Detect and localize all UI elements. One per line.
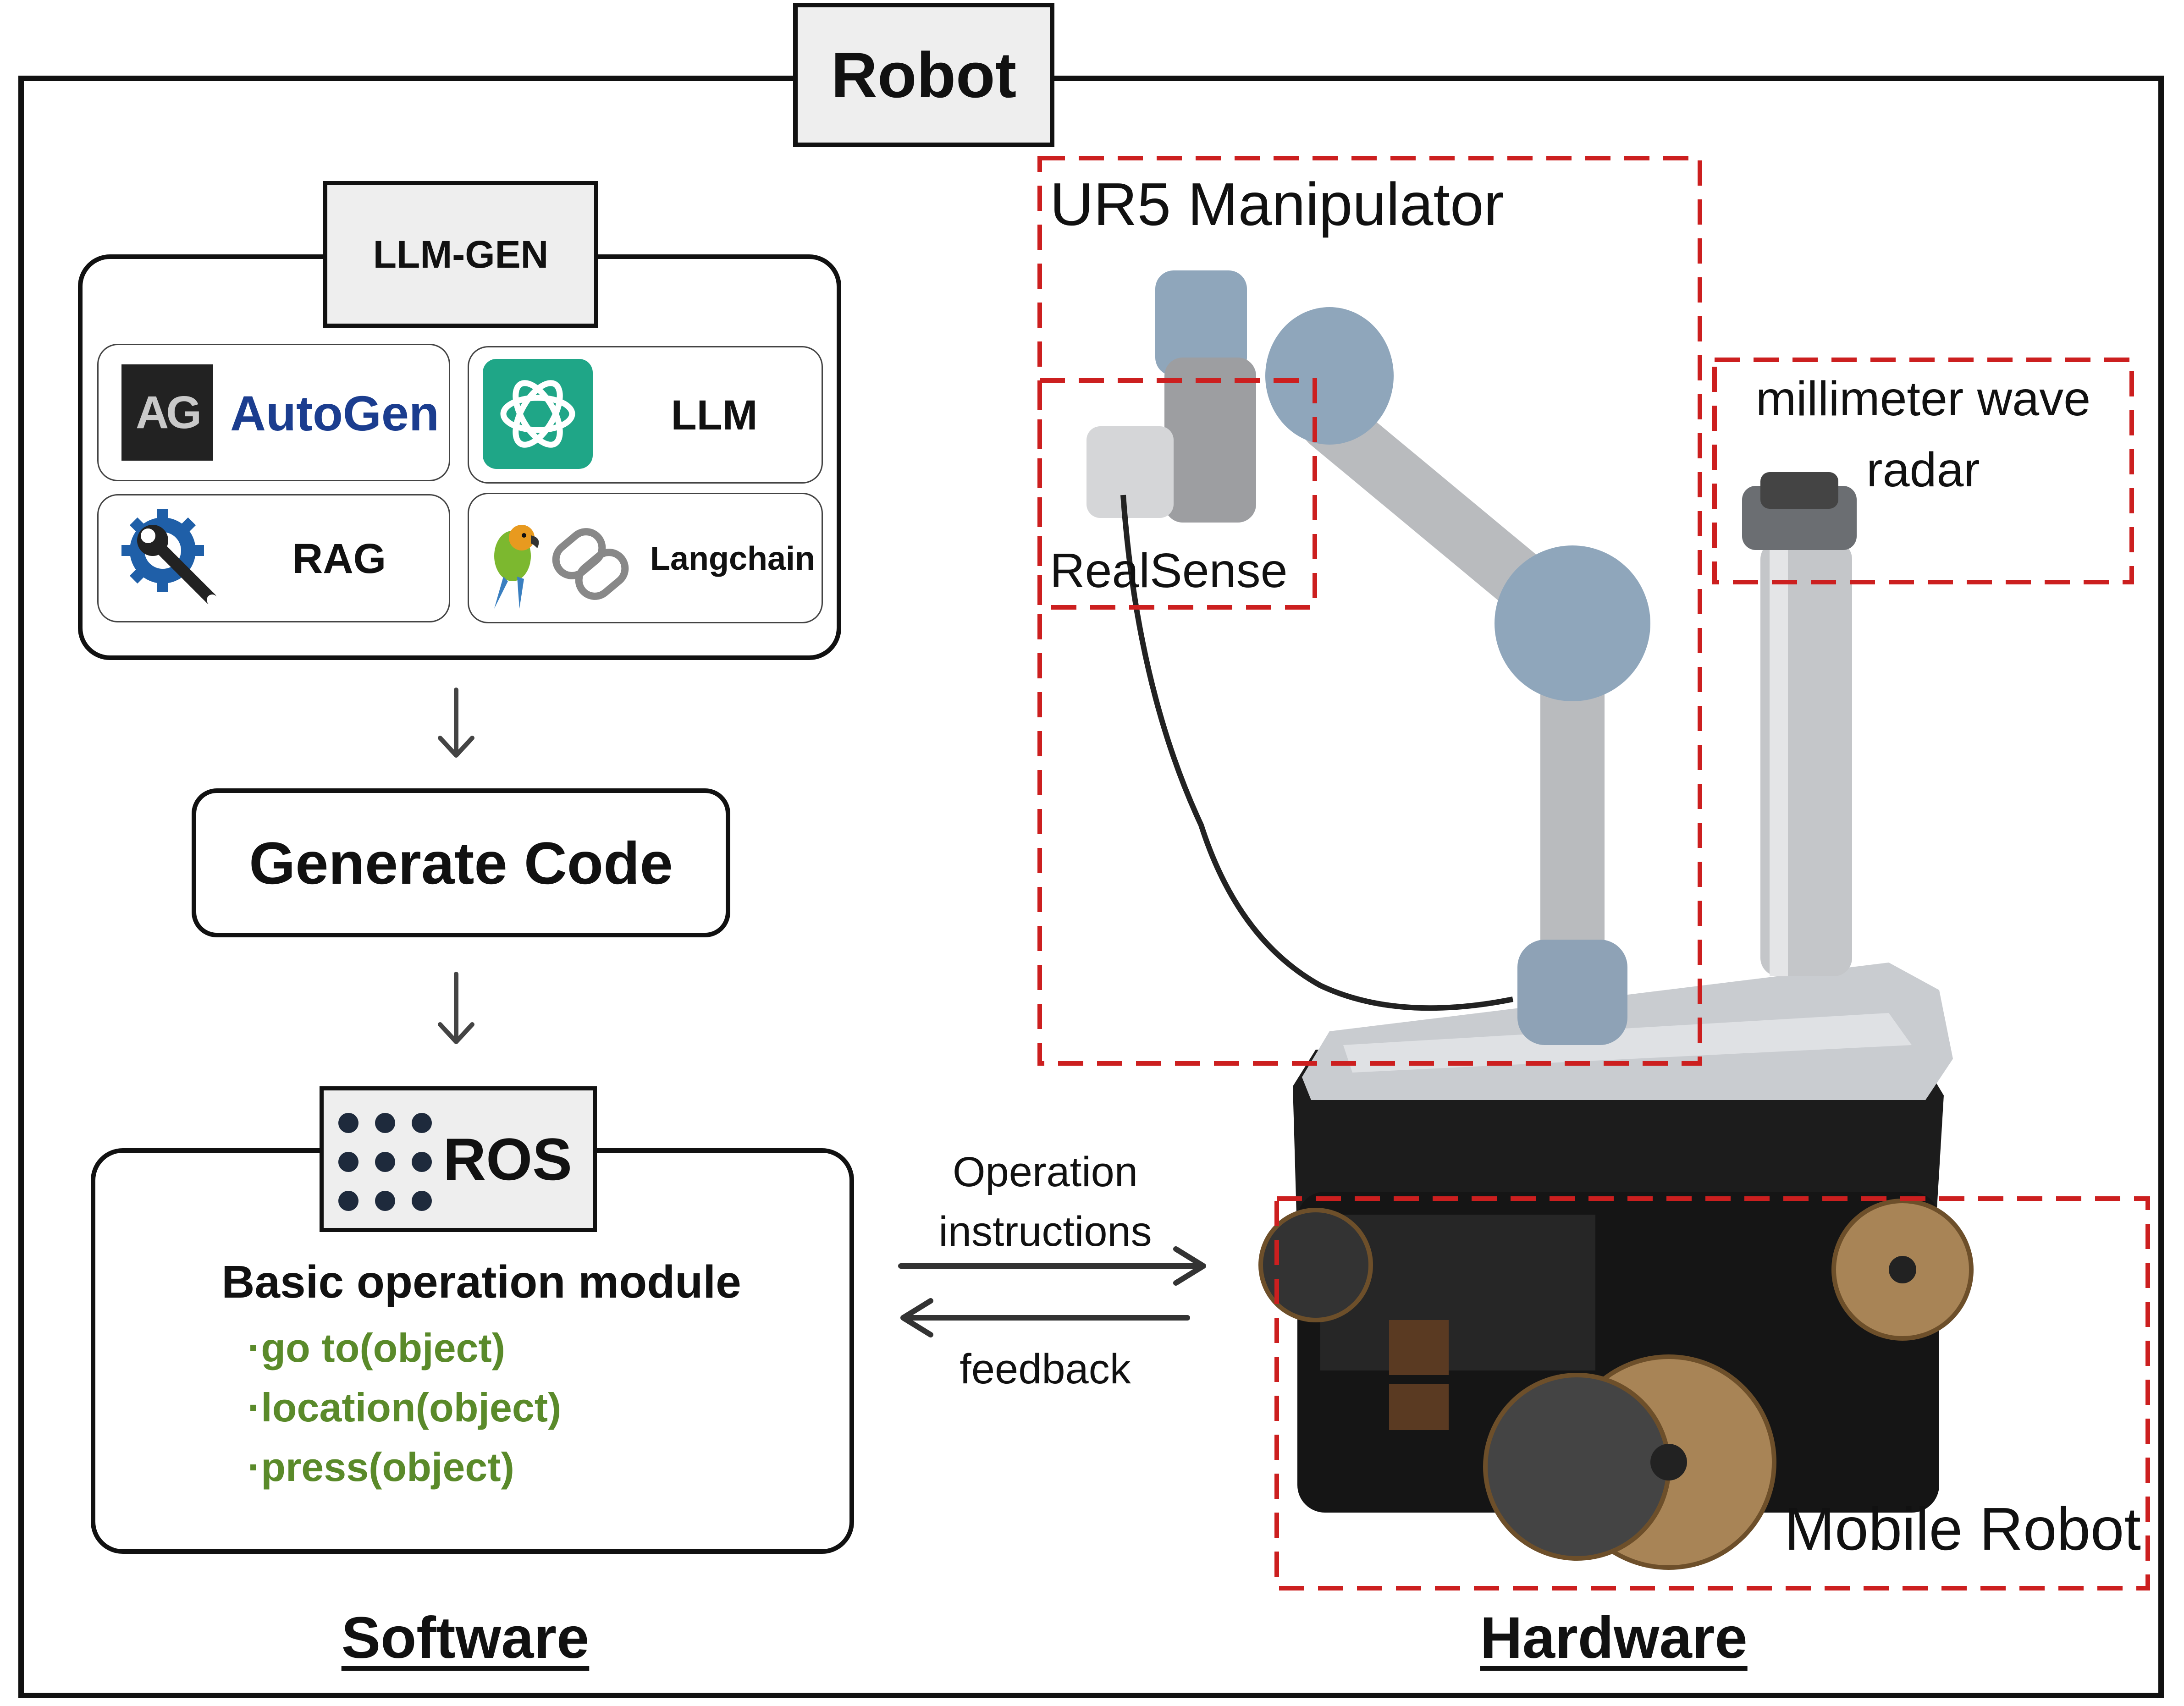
parrot-chain-svg — [494, 525, 629, 609]
llm-gen-tab: LLM-GEN — [323, 181, 598, 328]
operation-instructions-line1: Operation — [952, 1149, 1138, 1195]
ros-dots-svg — [338, 1113, 432, 1211]
radar-label-line2: radar — [1866, 443, 1980, 497]
realsense-label: RealSense — [1050, 544, 1288, 598]
ros-dots-icon — [330, 1109, 445, 1222]
hardware-section-label: Hardware — [1480, 1605, 1748, 1671]
rag-cell: RAG — [97, 494, 450, 622]
function-location: ·location(object) — [248, 1385, 562, 1430]
ros-label: ROS — [443, 1126, 572, 1193]
parrot-chain-icon — [478, 512, 648, 613]
autogen-label: AutoGen — [230, 385, 439, 441]
autogen-logo-icon: AG — [121, 364, 213, 461]
llm-label: LLM — [671, 391, 758, 439]
ur5-manipulator-label: UR5 Manipulator — [1050, 171, 1504, 238]
openai-knot-svg — [500, 380, 575, 448]
autogen-cell: AG AutoGen — [97, 344, 450, 481]
gear-wrench-svg — [121, 509, 218, 605]
openai-logo-icon — [483, 359, 593, 469]
feedback-label: feedback — [960, 1346, 1131, 1392]
robot-frame — [18, 76, 2164, 1698]
ros-tab: ROS — [320, 1086, 597, 1232]
radar-label-line1: millimeter wave — [1755, 372, 2091, 426]
llm-cell: LLM — [468, 346, 823, 484]
robot-title: Robot — [793, 3, 1054, 147]
mobile-robot-label: Mobile Robot — [1784, 1495, 2141, 1563]
software-section-label: Software — [341, 1605, 590, 1671]
generate-code-box: Generate Code — [192, 788, 730, 937]
langchain-cell: Langchain — [468, 493, 823, 623]
langchain-label: Langchain — [650, 540, 816, 577]
function-go-to: ·go to(object) — [248, 1325, 506, 1370]
autogen-badge: AG — [136, 386, 202, 438]
rag-label: RAG — [292, 535, 386, 582]
function-press: ·press(object) — [248, 1444, 514, 1490]
basic-operation-module-title: Basic operation module — [221, 1256, 741, 1308]
gear-wrench-icon — [117, 505, 227, 615]
operation-instructions-line2: instructions — [938, 1208, 1152, 1255]
